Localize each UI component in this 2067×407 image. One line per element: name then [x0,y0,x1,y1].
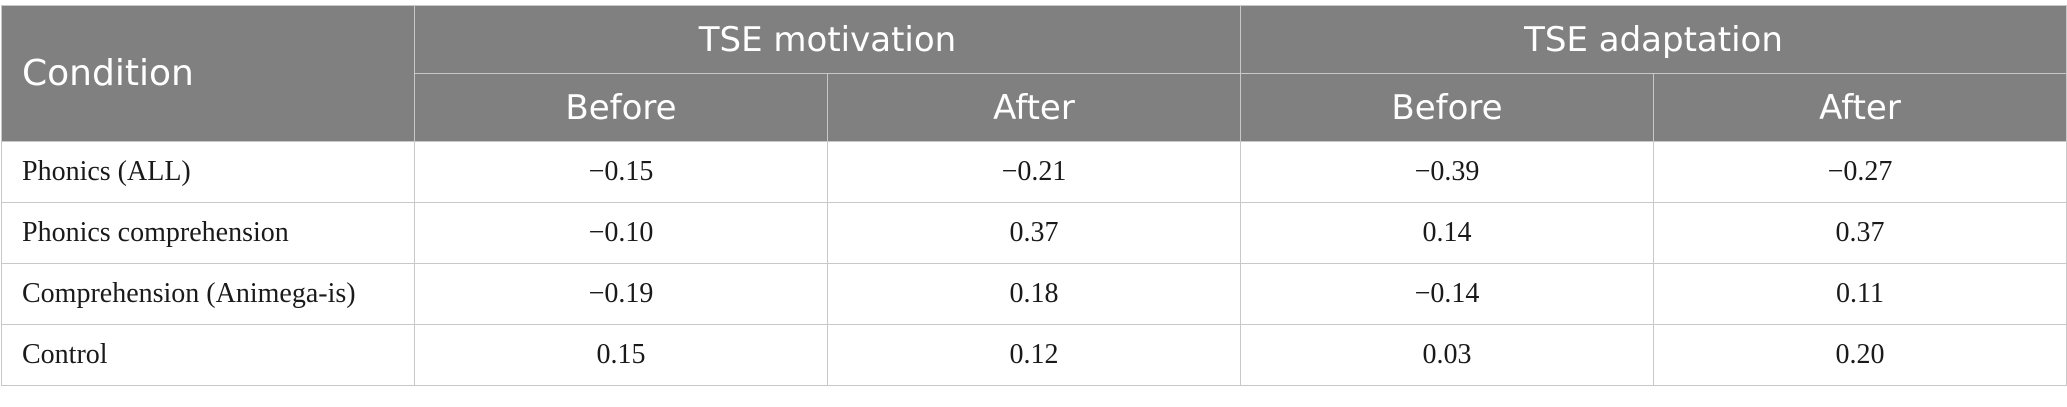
value-cell: −0.21 [827,141,1241,203]
table-row: Phonics (ALL) −0.15 −0.21 −0.39 −0.27 [1,141,2067,203]
condition-cell: Comprehension (Animega-is) [1,263,415,325]
subheader-motivation-after: After [827,73,1241,142]
table-body: Phonics (ALL) −0.15 −0.21 −0.39 −0.27 Ph… [1,141,2067,386]
value-cell: 0.15 [414,324,828,386]
value-cell: −0.27 [1653,141,2067,203]
table-row: Phonics comprehension −0.10 0.37 0.14 0.… [1,202,2067,264]
header-row-groups: Condition TSE motivation TSE adaptation [1,5,2067,142]
value-cell: 0.03 [1240,324,1654,386]
value-cell: 0.37 [827,202,1241,264]
results-table: Condition TSE motivation TSE adaptation … [1,5,2067,386]
value-cell: 0.12 [827,324,1241,386]
value-cell: 0.14 [1240,202,1654,264]
condition-cell: Phonics (ALL) [1,141,415,203]
value-cell: 0.18 [827,263,1241,325]
table-row: Comprehension (Animega-is) −0.19 0.18 −0… [1,263,2067,325]
group-header-tse-adaptation: TSE adaptation [1240,5,2067,74]
value-cell: 0.20 [1653,324,2067,386]
table-header: Condition TSE motivation TSE adaptation … [1,5,2067,142]
condition-cell: Phonics comprehension [1,202,415,264]
value-cell: −0.10 [414,202,828,264]
subheader-adaptation-before: Before [1240,73,1654,142]
subheader-motivation-before: Before [414,73,828,142]
condition-cell: Control [1,324,415,386]
value-cell: −0.39 [1240,141,1654,203]
group-header-tse-motivation: TSE motivation [414,5,1241,74]
value-cell: 0.11 [1653,263,2067,325]
value-cell: 0.37 [1653,202,2067,264]
header-row-subheaders: Before After Before After [2,73,2067,142]
value-cell: −0.15 [414,141,828,203]
subheader-adaptation-after: After [1653,73,2067,142]
table-row: Control 0.15 0.12 0.03 0.20 [1,324,2067,386]
value-cell: −0.14 [1240,263,1654,325]
value-cell: −0.19 [414,263,828,325]
condition-header: Condition [1,5,415,142]
